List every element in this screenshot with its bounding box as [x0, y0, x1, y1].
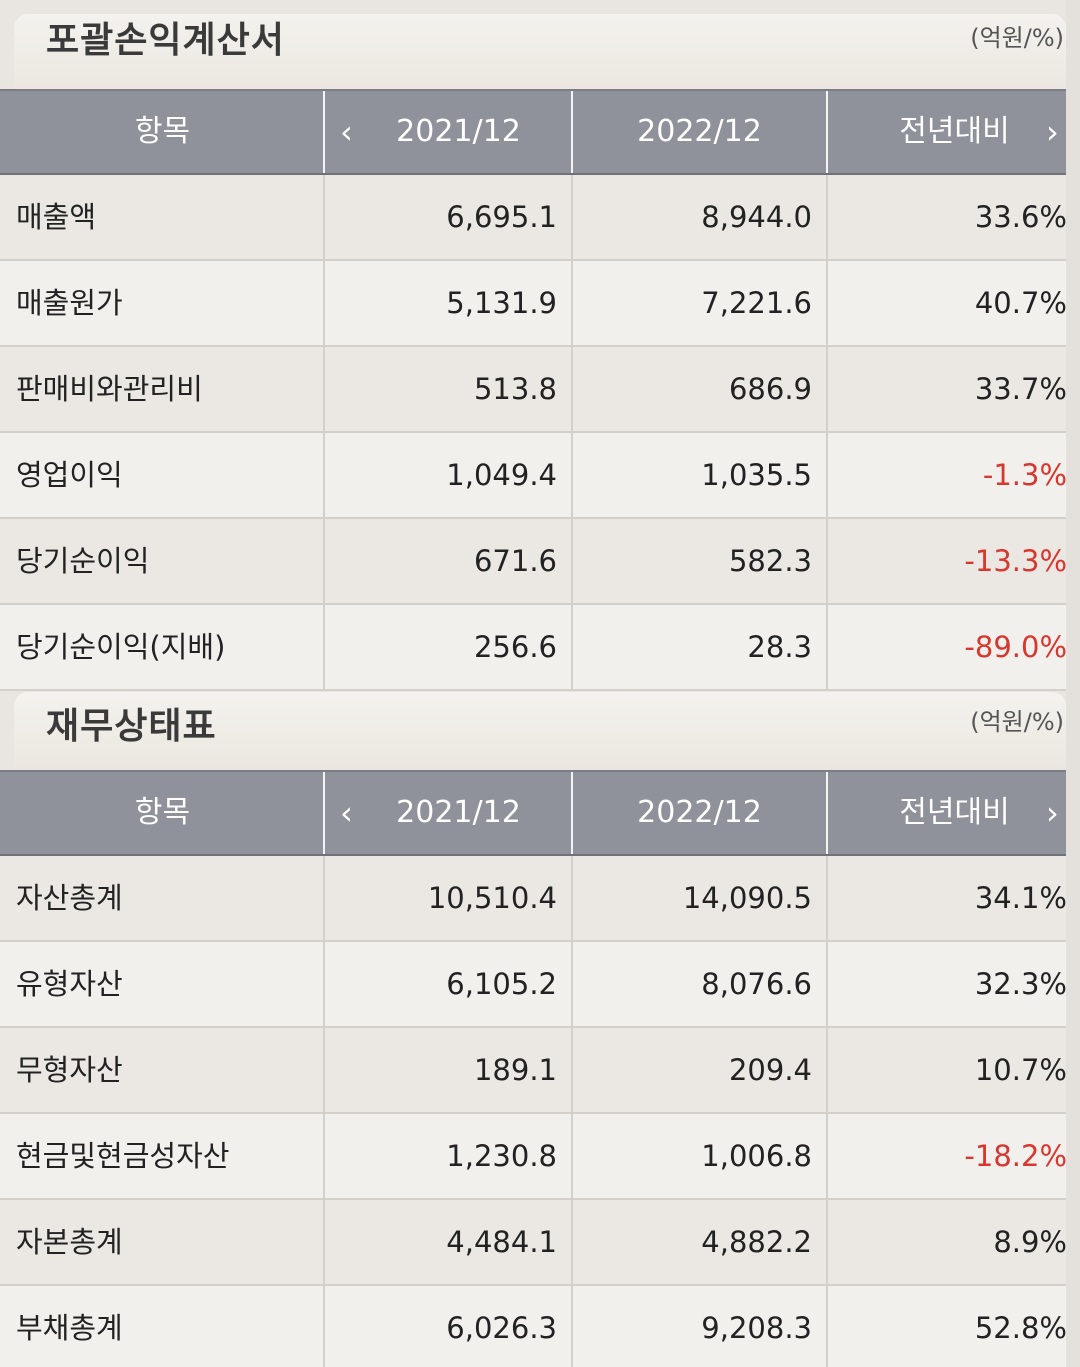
row-label: 부채총계	[16, 1311, 123, 1345]
table-row: 자산총계 10,510.4 14,090.5 34.1%	[0, 856, 1080, 942]
row-label: 영업이익	[16, 458, 123, 492]
value-2022: 4,882.2	[701, 1225, 812, 1259]
right-edge	[1066, 0, 1080, 1367]
table-row: 무형자산 189.1 209.4 10.7%	[0, 1028, 1080, 1114]
header-item: 항목	[134, 114, 191, 149]
value-yoy: 33.7%	[974, 372, 1067, 406]
value-yoy: 10.7%	[974, 1053, 1067, 1087]
value-2022: 209.4	[728, 1053, 812, 1087]
value-2022: 8,944.0	[701, 200, 812, 234]
value-yoy: 40.7%	[974, 286, 1067, 320]
row-label: 현금및현금성자산	[16, 1139, 230, 1173]
unit-label: (억원/%)	[970, 708, 1064, 736]
value-2021: 6,105.2	[446, 967, 557, 1001]
value-yoy: -18.2%	[964, 1139, 1067, 1173]
table-row: 매출원가 5,131.9 7,221.6 40.7%	[0, 261, 1080, 347]
value-2021: 4,484.1	[446, 1225, 557, 1259]
chevron-right-icon[interactable]: ›	[1046, 794, 1059, 832]
chevron-left-icon[interactable]: ‹	[340, 794, 353, 832]
value-2021: 10,510.4	[427, 881, 557, 915]
value-yoy: 34.1%	[974, 881, 1067, 915]
value-2021: 5,131.9	[446, 286, 557, 320]
row-label: 매출원가	[16, 286, 123, 320]
unit-label: (억원/%)	[970, 24, 1064, 52]
balance-sheet-header: 재무상태표 (억원/%)	[14, 692, 1066, 768]
row-label: 매출액	[16, 200, 97, 234]
table-header: 항목 ‹ 2021/12 2022/12 전년대비 ›	[0, 89, 1080, 175]
header-2022: 2022/12	[637, 795, 762, 830]
value-2022: 28.3	[747, 630, 812, 664]
row-label: 판매비와관리비	[16, 372, 203, 406]
value-2021: 1,049.4	[446, 458, 557, 492]
value-2021: 1,230.8	[446, 1139, 557, 1173]
table-row: 유형자산 6,105.2 8,076.6 32.3%	[0, 942, 1080, 1028]
value-2022: 686.9	[728, 372, 812, 406]
row-label: 당기순이익	[16, 544, 150, 578]
row-label: 자산총계	[16, 881, 123, 915]
row-label: 유형자산	[16, 967, 123, 1001]
value-2022: 1,006.8	[701, 1139, 812, 1173]
table-row: 현금및현금성자산 1,230.8 1,006.8 -18.2%	[0, 1114, 1080, 1200]
value-2021: 6,695.1	[446, 200, 557, 234]
row-label: 무형자산	[16, 1053, 123, 1087]
value-2022: 14,090.5	[682, 881, 812, 915]
income-statement-table: 항목 ‹ 2021/12 2022/12 전년대비 › 매출액 6,695.1 …	[0, 89, 1080, 691]
income-statement-header: 포괄손익계산서 (억원/%)	[14, 14, 1066, 90]
header-2021: 2021/12	[396, 795, 521, 830]
value-2022: 1,035.5	[701, 458, 812, 492]
table-row: 당기순이익(지배) 256.6 28.3 -89.0%	[0, 605, 1080, 691]
value-yoy: -89.0%	[964, 630, 1067, 664]
header-item: 항목	[134, 795, 191, 830]
header-2021: 2021/12	[396, 114, 521, 149]
value-yoy: 32.3%	[974, 967, 1067, 1001]
table-row: 판매비와관리비 513.8 686.9 33.7%	[0, 347, 1080, 433]
value-2021: 513.8	[473, 372, 557, 406]
value-2022: 8,076.6	[701, 967, 812, 1001]
section-title: 포괄손익계산서	[46, 20, 285, 61]
chevron-right-icon[interactable]: ›	[1046, 113, 1059, 151]
table-header: 항목 ‹ 2021/12 2022/12 전년대비 ›	[0, 770, 1080, 856]
row-label: 당기순이익(지배)	[16, 630, 226, 664]
value-yoy: 8.9%	[993, 1225, 1067, 1259]
balance-sheet-table: 항목 ‹ 2021/12 2022/12 전년대비 › 자산총계 10,510.…	[0, 770, 1080, 1367]
value-2021: 256.6	[473, 630, 557, 664]
table-row: 부채총계 6,026.3 9,208.3 52.8%	[0, 1286, 1080, 1367]
table-row: 매출액 6,695.1 8,944.0 33.6%	[0, 175, 1080, 261]
value-2022: 7,221.6	[701, 286, 812, 320]
value-yoy: 33.6%	[974, 200, 1067, 234]
header-2022: 2022/12	[637, 114, 762, 149]
value-2021: 671.6	[473, 544, 557, 578]
value-yoy: -13.3%	[964, 544, 1067, 578]
table-row: 자본총계 4,484.1 4,882.2 8.9%	[0, 1200, 1080, 1286]
chevron-left-icon[interactable]: ‹	[340, 113, 353, 151]
value-yoy: -1.3%	[982, 458, 1067, 492]
row-label: 자본총계	[16, 1225, 123, 1259]
value-2022: 9,208.3	[701, 1311, 812, 1345]
section-title: 재무상태표	[46, 706, 217, 747]
table-row: 당기순이익 671.6 582.3 -13.3%	[0, 519, 1080, 605]
value-2021: 189.1	[473, 1053, 557, 1087]
header-yoy: 전년대비	[899, 114, 1010, 149]
value-2022: 582.3	[728, 544, 812, 578]
value-2021: 6,026.3	[446, 1311, 557, 1345]
table-row: 영업이익 1,049.4 1,035.5 -1.3%	[0, 433, 1080, 519]
value-yoy: 52.8%	[974, 1311, 1067, 1345]
header-yoy: 전년대비	[899, 795, 1010, 830]
